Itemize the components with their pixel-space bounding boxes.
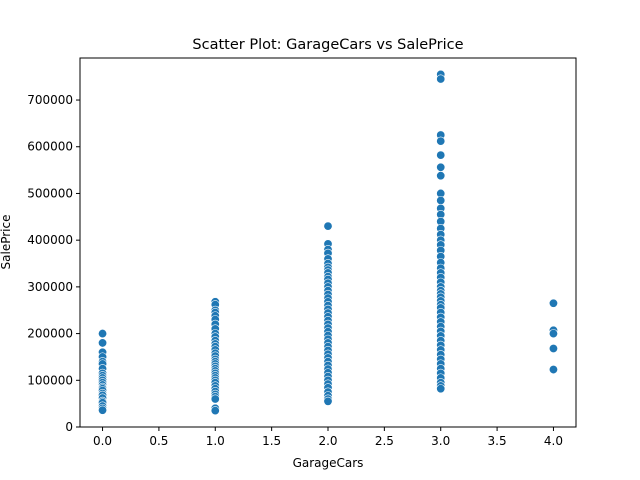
x-tick-label: 4.0 <box>544 434 563 448</box>
y-tick-label: 0 <box>65 420 73 434</box>
data-point <box>210 406 220 416</box>
y-tick-label: 100000 <box>27 373 73 387</box>
points-layer <box>98 69 558 416</box>
chart-title: Scatter Plot: GarageCars vs SalePrice <box>192 37 463 53</box>
x-tick-label: 0.5 <box>149 434 168 448</box>
data-point <box>436 74 446 84</box>
x-tick-label: 2.5 <box>375 434 394 448</box>
data-point <box>436 136 446 146</box>
x-tick-label: 3.5 <box>488 434 507 448</box>
y-axis-label: SalePrice <box>0 215 13 270</box>
data-point <box>436 195 446 205</box>
data-point <box>548 298 558 308</box>
data-point <box>436 150 446 160</box>
data-point <box>548 329 558 339</box>
data-point <box>436 384 446 394</box>
data-point <box>98 338 108 348</box>
data-point <box>436 162 446 172</box>
x-tick-label: 3.0 <box>431 434 450 448</box>
data-point <box>436 171 446 181</box>
y-tick-label: 400000 <box>27 233 73 247</box>
y-tick-label: 200000 <box>27 327 73 341</box>
x-axis: 0.0 0.5 1.0 1.5 2.0 2.5 3.0 3.5 4.0 <box>93 427 563 448</box>
x-tick-label: 1.5 <box>262 434 281 448</box>
data-point <box>548 344 558 354</box>
y-tick-label: 600000 <box>27 140 73 154</box>
data-point <box>323 221 333 231</box>
data-point <box>210 394 220 404</box>
x-tick-label: 1.0 <box>206 434 225 448</box>
y-axis: 0 100000 200000 300000 400000 500000 600000 700… <box>27 93 80 434</box>
data-point <box>98 405 108 415</box>
data-point <box>323 396 333 406</box>
y-tick-label: 300000 <box>27 280 73 294</box>
data-point <box>548 365 558 375</box>
x-tick-label: 2.0 <box>318 434 337 448</box>
y-tick-label: 500000 <box>27 186 73 200</box>
x-axis-label: GarageCars <box>293 456 364 470</box>
x-tick-label: 0.0 <box>93 434 112 448</box>
data-point <box>98 329 108 339</box>
y-tick-label: 700000 <box>27 93 73 107</box>
